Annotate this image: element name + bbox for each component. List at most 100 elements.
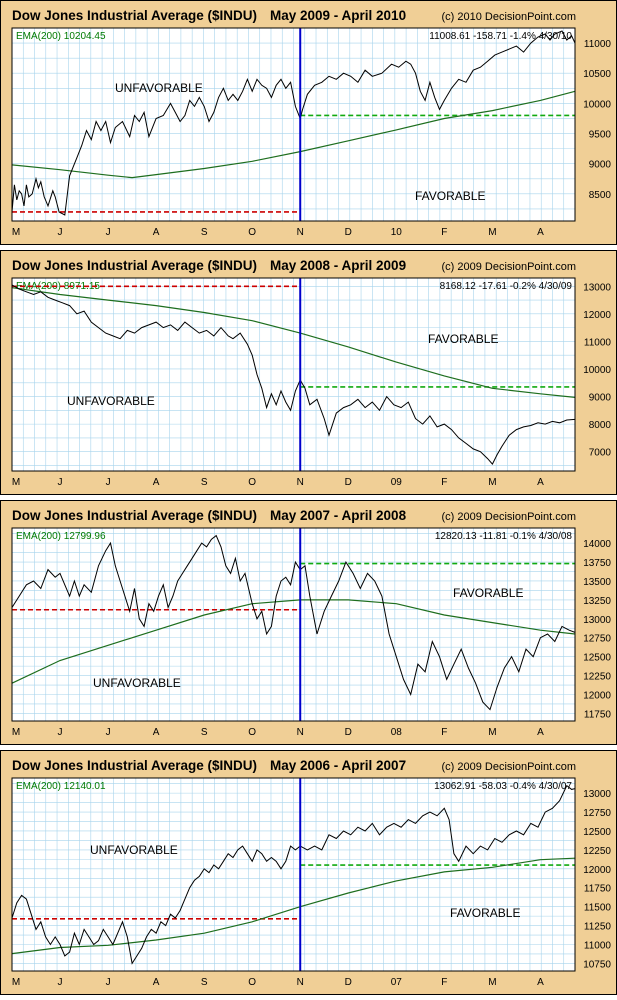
x-tick-label: A xyxy=(153,727,160,738)
y-tick-label: 12500 xyxy=(583,653,611,664)
chart-panel-3: Dow Jones Industrial Average ($INDU) May … xyxy=(0,500,617,745)
favorable-label: FAVORABLE xyxy=(428,332,498,346)
y-tick-label: 13000 xyxy=(583,615,611,626)
price-line xyxy=(11,784,576,965)
y-tick-label: 14000 xyxy=(583,539,611,550)
y-tick-label: 10500 xyxy=(583,69,611,80)
x-tick-label: J xyxy=(106,727,111,738)
x-tick-label: N xyxy=(297,727,304,738)
x-tick-label: S xyxy=(201,477,208,488)
chart-title: Dow Jones Industrial Average ($INDU) xyxy=(12,258,257,273)
x-tick-label: M xyxy=(12,727,20,738)
y-tick-label: 11750 xyxy=(584,709,612,720)
chart-period: May 2006 - April 2007 xyxy=(270,758,406,773)
x-tick-label: M xyxy=(12,227,20,238)
x-tick-label: A xyxy=(537,977,544,988)
plot-frame xyxy=(11,777,576,972)
x-tick-label: F xyxy=(441,227,447,238)
chart-panel-4: Dow Jones Industrial Average ($INDU) May … xyxy=(0,750,617,995)
x-tick-label: J xyxy=(58,227,63,238)
y-tick-label: 8500 xyxy=(589,190,612,201)
chart-period: May 2007 - April 2008 xyxy=(270,508,407,523)
chart-panel-2: Dow Jones Industrial Average ($INDU) May … xyxy=(0,250,617,495)
y-tick-label: 10000 xyxy=(583,365,611,376)
gridlines xyxy=(12,778,575,971)
x-tick-label: A xyxy=(153,477,160,488)
x-tick-label: 10 xyxy=(391,227,403,238)
ema-label: EMA(200) 10204.45 xyxy=(16,31,106,42)
y-tick-label: 10750 xyxy=(583,959,611,970)
x-tick-label: F xyxy=(441,977,447,988)
favorable-label: FAVORABLE xyxy=(415,189,485,203)
x-tick-label: O xyxy=(248,727,256,738)
y-tick-label: 12500 xyxy=(583,827,611,838)
x-tick-label: D xyxy=(345,727,352,738)
x-tick-label: M xyxy=(488,977,496,988)
unfavorable-label: UNFAVORABLE xyxy=(115,81,203,95)
x-tick-label: M xyxy=(12,977,20,988)
x-tick-label: A xyxy=(537,727,544,738)
x-tick-label: O xyxy=(248,227,256,238)
x-tick-label: F xyxy=(441,477,447,488)
x-tick-label: S xyxy=(201,727,208,738)
ema-label: EMA(200) 12799.96 xyxy=(16,531,106,542)
x-tick-label: S xyxy=(201,227,208,238)
x-tick-label: D xyxy=(345,977,352,988)
x-tick-label: N xyxy=(297,227,304,238)
unfavorable-label: UNFAVORABLE xyxy=(67,394,155,408)
x-tick-label: A xyxy=(153,977,160,988)
x-tick-label: A xyxy=(537,477,544,488)
y-tick-label: 11000 xyxy=(584,941,612,952)
x-tick-label: S xyxy=(201,977,208,988)
x-tick-label: 08 xyxy=(391,727,403,738)
x-tick-label: M xyxy=(12,477,20,488)
copyright-text: (c) 2009 DecisionPoint.com xyxy=(441,511,576,523)
y-tick-label: 8000 xyxy=(589,420,612,431)
x-tick-label: J xyxy=(58,727,63,738)
y-tick-label: 7000 xyxy=(589,448,612,459)
x-tick-label: J xyxy=(106,477,111,488)
x-tick-label: N xyxy=(297,477,304,488)
copyright-text: (c) 2009 DecisionPoint.com xyxy=(441,761,576,773)
x-tick-label: M xyxy=(488,477,496,488)
y-tick-label: 9000 xyxy=(589,393,612,404)
plot-frame xyxy=(11,277,576,472)
price-line xyxy=(11,30,576,216)
y-tick-label: 12250 xyxy=(583,672,611,683)
y-tick-label: 12250 xyxy=(583,846,611,857)
y-tick-label: 13500 xyxy=(583,577,611,588)
y-tick-label: 12000 xyxy=(583,310,611,321)
gridlines xyxy=(12,27,575,221)
favorable-label: FAVORABLE xyxy=(450,906,520,920)
price-readout: 11008.61 -158.71 -1.4% 4/30/10 xyxy=(429,31,572,42)
x-tick-label: D xyxy=(345,477,352,488)
chart-panel-1: Dow Jones Industrial Average ($INDU) May … xyxy=(0,0,617,245)
chart-title: Dow Jones Industrial Average ($INDU) xyxy=(12,8,257,23)
gridlines xyxy=(12,278,575,471)
unfavorable-label: UNFAVORABLE xyxy=(90,843,178,857)
x-tick-label: J xyxy=(58,977,63,988)
y-tick-label: 13000 xyxy=(583,282,611,293)
y-tick-label: 13000 xyxy=(583,789,611,800)
ema-label: EMA(200) 8971.15 xyxy=(16,281,100,292)
price-line xyxy=(11,534,576,711)
gridlines xyxy=(12,528,575,721)
price-readout: 13062.91 -58.03 -0.4% 4/30/07 xyxy=(434,781,572,792)
chart-title: Dow Jones Industrial Average ($INDU) xyxy=(12,508,257,523)
y-tick-label: 10000 xyxy=(583,99,611,110)
x-tick-label: M xyxy=(488,727,496,738)
y-tick-label: 13750 xyxy=(583,558,611,569)
y-tick-label: 11250 xyxy=(584,922,612,933)
plot-frame xyxy=(11,27,576,222)
y-tick-label: 12000 xyxy=(583,691,611,702)
x-tick-label: A xyxy=(153,227,160,238)
x-tick-label: J xyxy=(58,477,63,488)
copyright-text: (c) 2010 DecisionPoint.com xyxy=(441,11,576,23)
chart-title: Dow Jones Industrial Average ($INDU) xyxy=(12,758,257,773)
y-tick-label: 12750 xyxy=(583,808,611,819)
x-tick-label: O xyxy=(248,477,256,488)
y-tick-label: 11500 xyxy=(584,903,612,914)
x-tick-label: J xyxy=(106,227,111,238)
y-tick-label: 11750 xyxy=(584,884,612,895)
